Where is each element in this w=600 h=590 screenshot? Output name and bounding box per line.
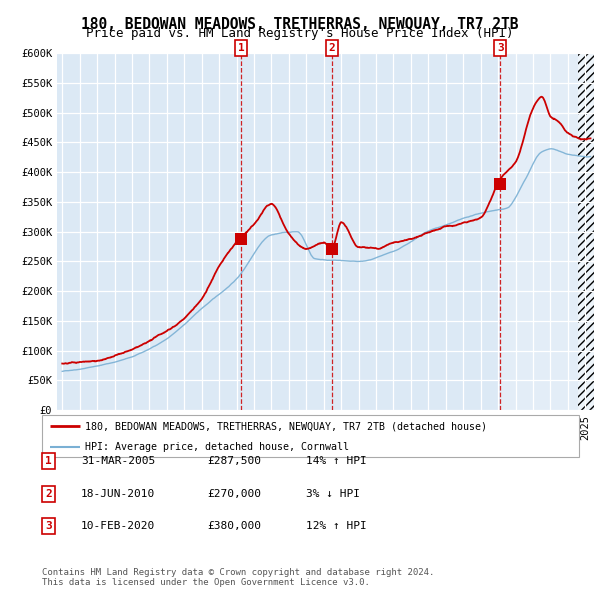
Text: 1: 1: [238, 43, 244, 53]
Text: 12% ↑ HPI: 12% ↑ HPI: [306, 522, 367, 531]
Text: 2: 2: [328, 43, 335, 53]
Text: 180, BEDOWAN MEADOWS, TRETHERRAS, NEWQUAY, TR7 2TB (detached house): 180, BEDOWAN MEADOWS, TRETHERRAS, NEWQUA…: [85, 421, 487, 431]
Text: 18-JUN-2010: 18-JUN-2010: [81, 489, 155, 499]
Text: £287,500: £287,500: [207, 457, 261, 466]
Text: 3: 3: [45, 522, 52, 531]
Bar: [578, 53, 594, 410]
Text: 2: 2: [45, 489, 52, 499]
Text: 3: 3: [497, 43, 503, 53]
Text: 180, BEDOWAN MEADOWS, TRETHERRAS, NEWQUAY, TR7 2TB: 180, BEDOWAN MEADOWS, TRETHERRAS, NEWQUA…: [81, 17, 519, 31]
Text: HPI: Average price, detached house, Cornwall: HPI: Average price, detached house, Corn…: [85, 442, 349, 451]
Text: £270,000: £270,000: [207, 489, 261, 499]
Text: 10-FEB-2020: 10-FEB-2020: [81, 522, 155, 531]
Text: 14% ↑ HPI: 14% ↑ HPI: [306, 457, 367, 466]
Text: 1: 1: [45, 457, 52, 466]
Text: Price paid vs. HM Land Registry's House Price Index (HPI): Price paid vs. HM Land Registry's House …: [86, 27, 514, 40]
Bar: [500, 53, 578, 410]
Text: Contains HM Land Registry data © Crown copyright and database right 2024.
This d: Contains HM Land Registry data © Crown c…: [42, 568, 434, 587]
Text: £380,000: £380,000: [207, 522, 261, 531]
Text: 3% ↓ HPI: 3% ↓ HPI: [306, 489, 360, 499]
Text: 31-MAR-2005: 31-MAR-2005: [81, 457, 155, 466]
FancyBboxPatch shape: [42, 415, 579, 457]
